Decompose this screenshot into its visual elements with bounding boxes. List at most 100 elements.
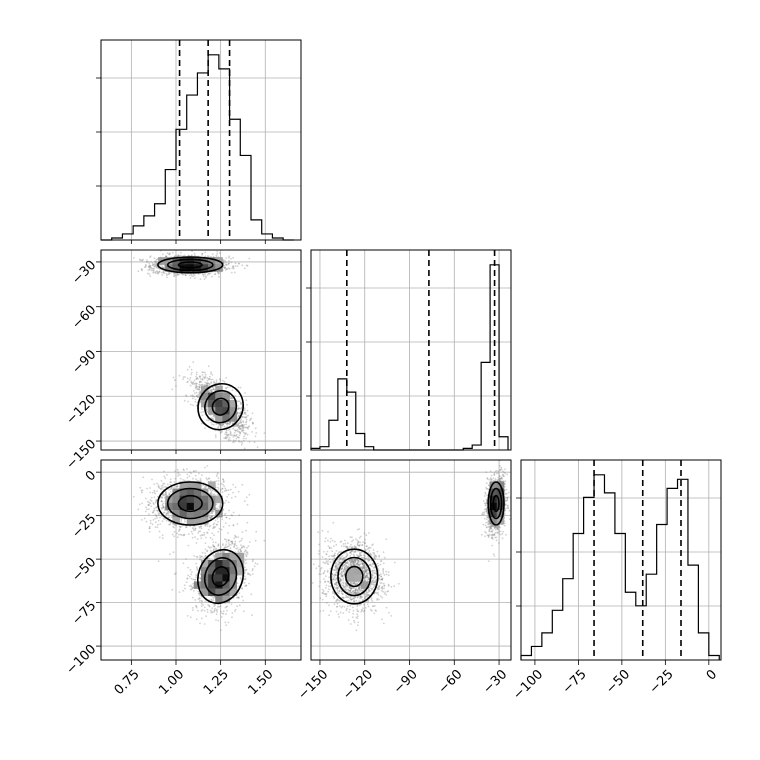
density-cell: [229, 414, 238, 422]
density-cell: [165, 257, 173, 265]
density-cell: [229, 400, 238, 408]
scatter-panel-p1-p2: [100, 249, 302, 451]
density-cell: [208, 581, 216, 589]
contour-line: [157, 256, 224, 274]
density-cell: [201, 517, 209, 525]
density-cell: [236, 552, 245, 561]
contour-line: [211, 566, 230, 587]
density-cell: [222, 400, 230, 408]
density-cell: [186, 495, 195, 504]
density-cell: [172, 510, 180, 518]
density-cell: [215, 595, 223, 604]
density-cell: [201, 264, 209, 272]
sample-points: [311, 460, 511, 632]
density-cell: [208, 392, 216, 401]
density-cell: [222, 567, 230, 575]
x-tick-label: 0.75: [112, 667, 143, 698]
density-cell: [215, 385, 223, 394]
panel-frame: [100, 249, 302, 451]
density-cell: [215, 495, 223, 504]
density-cell: [222, 560, 230, 568]
density-cell: [193, 257, 202, 265]
density-cell: [229, 407, 238, 415]
density-cell: [229, 567, 238, 575]
contour-line: [337, 556, 372, 597]
density-cell: [193, 488, 202, 497]
y-tick-label: −100: [64, 642, 100, 678]
contour-line: [204, 389, 238, 424]
density-cell: [489, 481, 498, 489]
density-cell: [215, 407, 223, 415]
density-cell: [215, 567, 223, 575]
x-tick-label: −120: [340, 667, 376, 703]
y-tick-label: −50: [69, 555, 99, 585]
density-cell: [186, 510, 195, 518]
density-cell: [215, 400, 223, 408]
histogram-line: [520, 474, 720, 660]
density-cell: [215, 414, 223, 422]
x-tick-label: 1.00: [156, 667, 187, 698]
density-cell: [179, 257, 188, 265]
density-cell: [236, 560, 245, 568]
x-axis-p3: −100 −75 −50 −25 0: [510, 660, 720, 703]
density-cell: [172, 517, 180, 525]
density-cell: [186, 517, 195, 525]
density-cell: [208, 567, 216, 575]
y-axis-p3: 0 −25 −50 −75 −100: [64, 468, 101, 678]
contour-line: [344, 565, 364, 588]
density-cell: [193, 502, 202, 511]
density-cell: [353, 574, 362, 582]
density-cell: [186, 502, 195, 511]
x-tick-label: −75: [560, 667, 590, 697]
density-cell: [201, 392, 209, 401]
density-cell: [172, 264, 180, 272]
density-cell: [353, 567, 362, 575]
density-cell: [208, 407, 216, 415]
density-cell: [215, 581, 223, 589]
contour-line: [197, 548, 245, 605]
panel-frame: [100, 459, 302, 661]
density-cell: [186, 488, 195, 497]
density-cell: [222, 392, 230, 401]
x-tick-label: −25: [647, 667, 677, 697]
y-tick-label: −60: [69, 302, 99, 332]
density-cell: [201, 495, 209, 504]
y-tick-label: −25: [69, 511, 99, 541]
density-cell: [222, 407, 230, 415]
density-cell: [208, 257, 216, 265]
density-cell: [172, 502, 180, 511]
scatter-panel-p2-p3: [310, 459, 512, 661]
density-cell: [361, 581, 369, 589]
density-cell: [496, 502, 505, 511]
contour-line: [492, 494, 500, 513]
density-cell: [165, 502, 173, 511]
x-tick-label: −150: [295, 667, 331, 703]
panel-frame: [310, 459, 512, 661]
contour-line: [330, 548, 379, 605]
density-cell: [172, 495, 180, 504]
contour-line: [177, 494, 203, 513]
density-cell: [496, 495, 505, 504]
density-cell: [201, 567, 209, 575]
density-cell: [193, 510, 202, 518]
density-cell: [215, 574, 223, 582]
x-axis-p1: 0.75 1.00 1.25 1.50: [112, 660, 277, 698]
contour-line: [203, 557, 238, 596]
histogram-panel-p3: [516, 459, 722, 661]
y-tick-label: −30: [69, 258, 99, 288]
y-tick-label: 0: [83, 468, 99, 484]
sample-points: [132, 250, 266, 450]
density-cell: [179, 495, 188, 504]
x-axis-p2: −150 −120 −90 −60 −30: [295, 660, 510, 703]
density-cell: [489, 517, 498, 525]
x-tick-label: −60: [436, 667, 466, 697]
y-axis-p2: −30 −60 −90 −120 −150: [64, 258, 101, 473]
density-cell: [208, 264, 216, 272]
scatter-panel-p1-p3: [100, 459, 302, 661]
y-tick-label: −75: [69, 598, 99, 628]
panel-frame: [310, 249, 512, 451]
density-cell: [201, 560, 209, 568]
density-cell: [179, 502, 188, 511]
density-cell: [186, 257, 195, 265]
